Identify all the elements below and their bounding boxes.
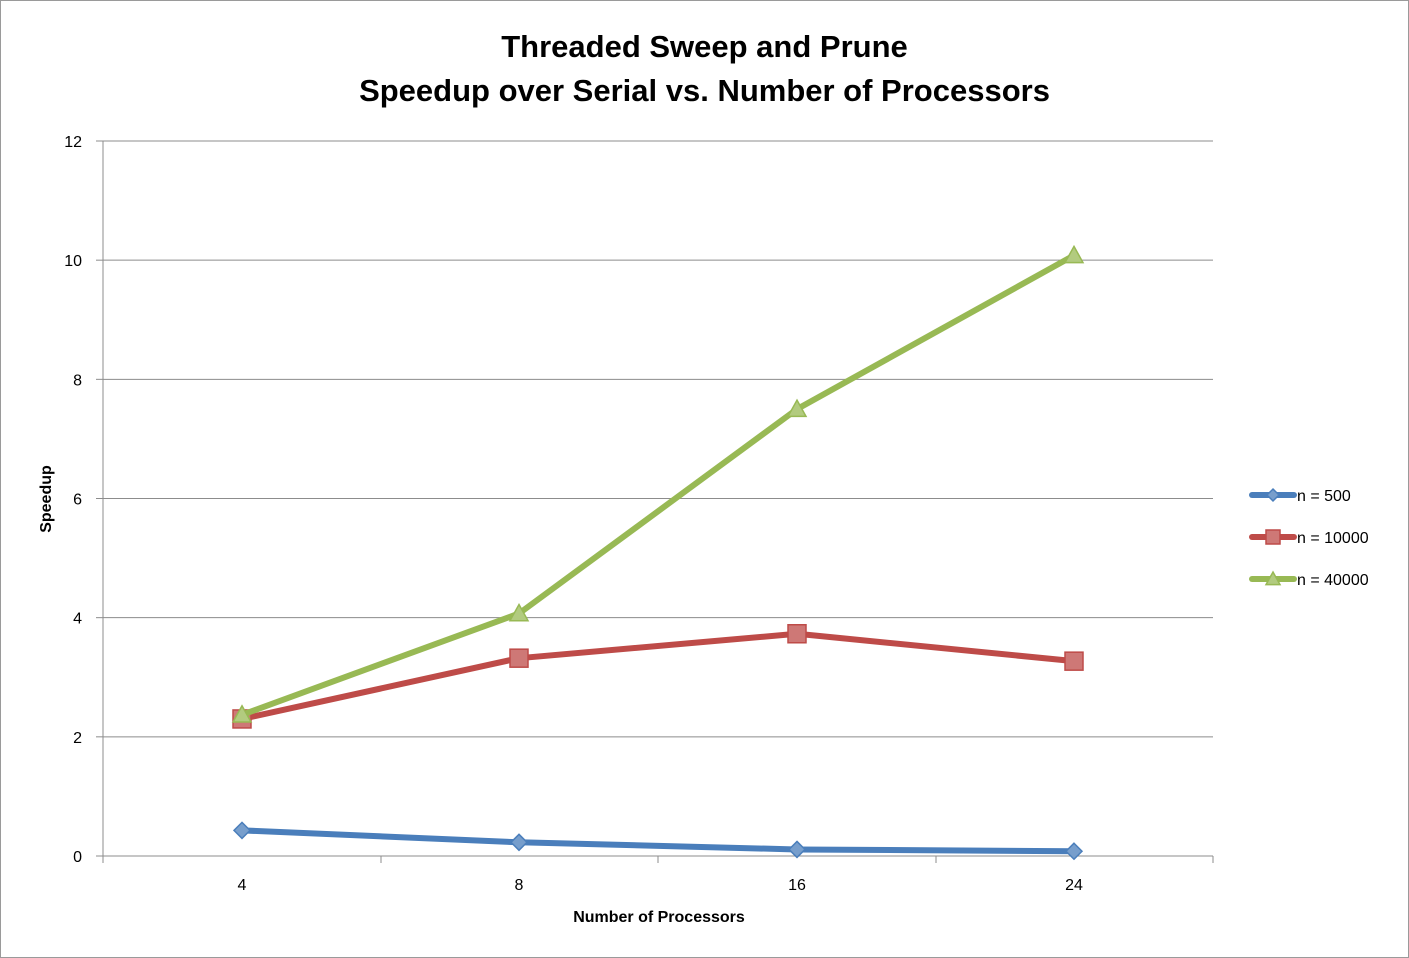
series-line [239, 252, 1077, 718]
x-tick-label: 24 [1065, 877, 1083, 894]
y-tick-label: 4 [73, 611, 82, 628]
data-point [786, 398, 808, 418]
legend-item: n = 10000 [1249, 529, 1369, 547]
y-tick-label: 2 [73, 730, 82, 747]
legend-label: n = 40000 [1297, 572, 1369, 589]
data-point [232, 821, 252, 840]
legend-label: n = 10000 [1297, 530, 1369, 547]
data-point [1064, 651, 1084, 671]
series-line [239, 630, 1077, 722]
data-point [1063, 244, 1085, 264]
y-tick-label: 12 [64, 134, 82, 151]
legend-swatch-marker [1264, 570, 1282, 586]
legend-swatch-marker [1265, 529, 1281, 545]
legend: n = 500 n = 10000 n = 40000 [1249, 487, 1369, 589]
data-point [1064, 842, 1084, 861]
data-point [787, 840, 807, 859]
series-layer [231, 244, 1085, 861]
chart-title-line-1: Threaded Sweep and Prune [501, 29, 908, 64]
legend-item: n = 40000 [1249, 570, 1369, 589]
y-tick-label: 8 [73, 372, 82, 389]
series-1 [232, 821, 1084, 861]
x-axis-title: Number of Processors [573, 909, 745, 926]
y-tick-label: 6 [73, 492, 82, 509]
y-tick-label: 0 [73, 849, 82, 866]
y-tick-label: 10 [64, 253, 82, 270]
x-tick-label: 16 [788, 877, 806, 894]
axes [96, 140, 1214, 863]
chart-title-line-2: Speedup over Serial vs. Number of Proces… [359, 73, 1050, 108]
series-3 [231, 244, 1085, 723]
data-point [509, 833, 529, 852]
y-axis-title: Speedup [38, 465, 55, 533]
series-2 [232, 624, 1084, 729]
data-point [787, 624, 807, 644]
x-tick-label: 4 [238, 877, 247, 894]
x-tick-label: 8 [515, 877, 524, 894]
data-point [509, 648, 529, 668]
gridlines [103, 140, 1213, 738]
series-line [239, 827, 1077, 855]
legend-item: n = 500 [1249, 487, 1351, 505]
data-point [508, 602, 530, 622]
legend-label: n = 500 [1297, 488, 1351, 505]
legend-swatch-marker [1265, 487, 1281, 503]
data-point [231, 704, 253, 723]
